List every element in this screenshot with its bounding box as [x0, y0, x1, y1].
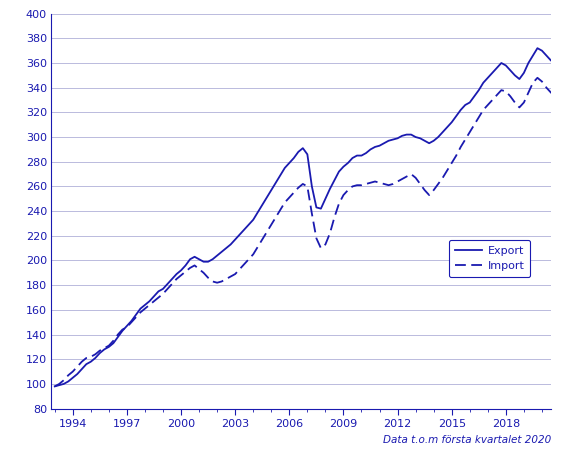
Export: [51, 384, 58, 389]
Export: [65, 379, 72, 384]
Line: Import: Import: [55, 78, 560, 386]
Text: Data t.o.m första kvartalet 2020: Data t.o.m första kvartalet 2020: [383, 435, 551, 445]
Import: [520, 100, 527, 105]
Import: [214, 280, 220, 286]
Export: [214, 253, 220, 258]
Import: [534, 75, 541, 80]
Import: [69, 369, 76, 374]
Import: [65, 373, 72, 378]
Import: [557, 88, 563, 93]
Export: [431, 138, 437, 143]
Export: [471, 94, 478, 99]
Export: [69, 375, 76, 380]
Import: [431, 188, 437, 193]
Legend: Export, Import: Export, Import: [449, 240, 531, 277]
Export: [557, 42, 563, 47]
Import: [471, 122, 478, 128]
Line: Export: Export: [55, 44, 560, 386]
Import: [51, 384, 58, 389]
Export: [520, 70, 527, 75]
